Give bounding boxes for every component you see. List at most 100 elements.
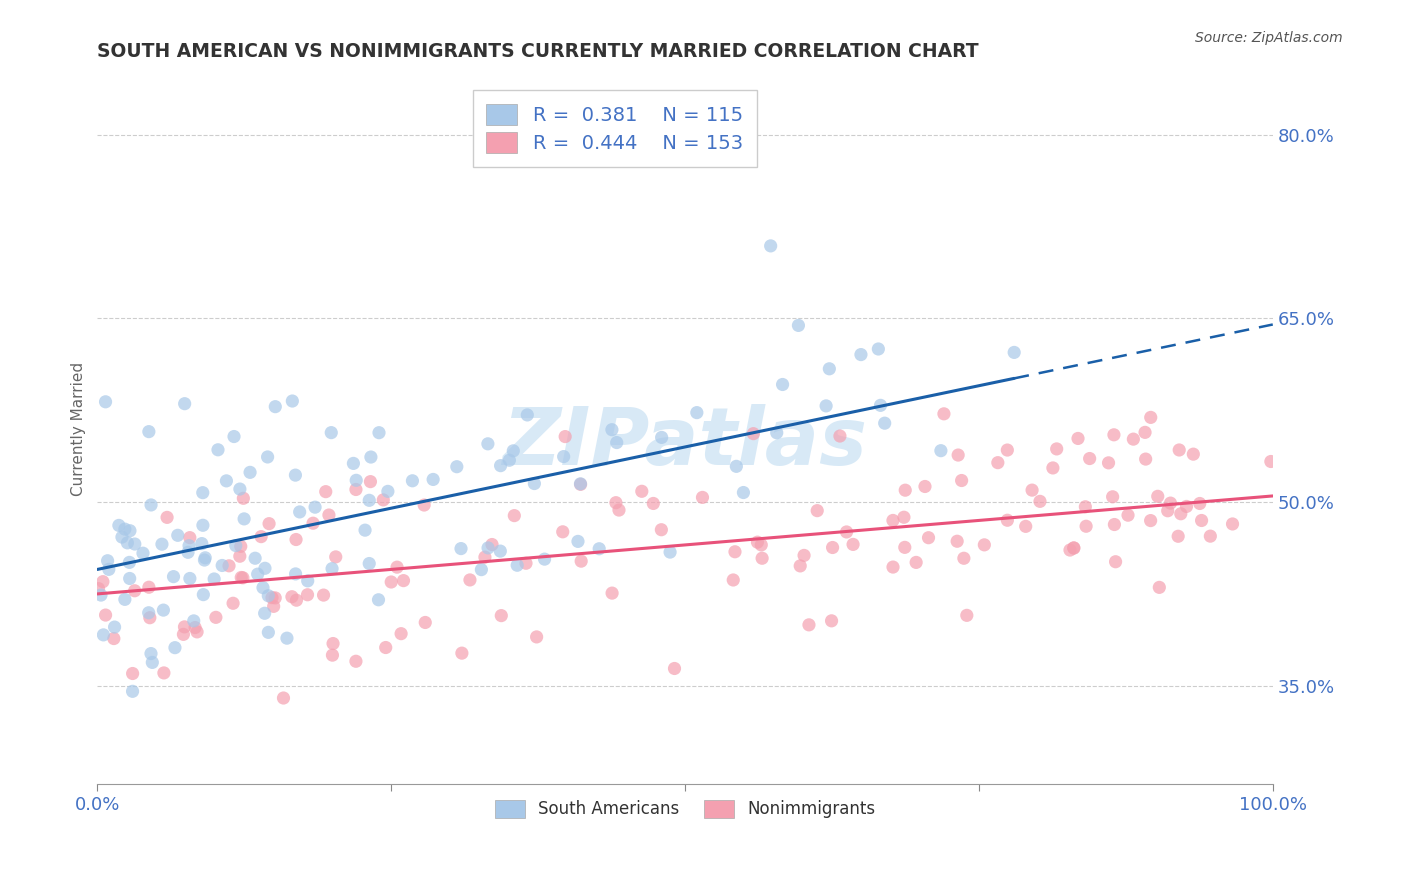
Point: [605, 496, 627, 510]
Point: [1059, 543, 1081, 558]
Point: [288, 505, 311, 519]
Point: [166, 528, 188, 542]
Point: [373, 492, 395, 507]
Point: [90, 588, 112, 602]
Point: [250, 530, 273, 544]
Point: [184, 621, 207, 635]
Point: [322, 636, 344, 650]
Point: [1078, 451, 1101, 466]
Point: [264, 400, 287, 414]
Point: [380, 574, 402, 589]
Point: [139, 647, 162, 661]
Point: [1157, 504, 1180, 518]
Point: [818, 361, 841, 376]
Point: [359, 493, 381, 508]
Point: [297, 574, 319, 588]
Point: [94, 608, 117, 623]
Point: [953, 551, 976, 566]
Point: [1139, 410, 1161, 425]
Point: [1182, 447, 1205, 461]
Point: [659, 545, 682, 559]
Point: [1191, 514, 1213, 528]
Point: [1074, 519, 1097, 533]
Point: [742, 426, 765, 441]
Point: [103, 620, 125, 634]
Point: [797, 617, 820, 632]
Point: [389, 626, 412, 640]
Point: [868, 342, 890, 356]
Point: [956, 608, 979, 623]
Point: [118, 524, 141, 538]
Point: [502, 443, 524, 458]
Point: [229, 540, 252, 554]
Point: [87, 582, 110, 596]
Point: [253, 561, 276, 575]
Point: [173, 397, 195, 411]
Point: [124, 537, 146, 551]
Point: [1063, 541, 1085, 555]
Point: [194, 550, 217, 565]
Point: [264, 591, 287, 605]
Point: [526, 630, 548, 644]
Point: [215, 474, 238, 488]
Point: [260, 591, 283, 605]
Point: [211, 558, 233, 573]
Point: [686, 406, 709, 420]
Point: [905, 556, 928, 570]
Point: [932, 407, 955, 421]
Point: [869, 398, 891, 412]
Point: [664, 661, 686, 675]
Point: [344, 483, 367, 497]
Point: [163, 640, 186, 655]
Point: [377, 484, 399, 499]
Point: [368, 425, 391, 440]
Legend: South Americans, Nonimmigrants: South Americans, Nonimmigrants: [488, 793, 882, 825]
Point: [828, 429, 851, 443]
Point: [451, 646, 474, 660]
Point: [1135, 452, 1157, 467]
Point: [344, 473, 367, 487]
Point: [474, 550, 496, 565]
Point: [506, 558, 529, 573]
Point: [232, 571, 254, 585]
Point: [1015, 519, 1038, 533]
Point: [205, 610, 228, 624]
Point: [751, 551, 773, 566]
Point: [139, 611, 162, 625]
Point: [692, 491, 714, 505]
Point: [321, 648, 343, 662]
Point: [1102, 427, 1125, 442]
Point: [765, 425, 787, 440]
Point: [256, 450, 278, 464]
Point: [141, 656, 163, 670]
Point: [650, 523, 672, 537]
Point: [1074, 500, 1097, 514]
Point: [946, 534, 969, 549]
Point: [321, 561, 343, 575]
Point: [1139, 514, 1161, 528]
Point: [243, 551, 266, 566]
Point: [894, 483, 917, 498]
Point: [553, 450, 575, 464]
Text: ZIPatlas: ZIPatlas: [502, 404, 868, 482]
Point: [202, 572, 225, 586]
Point: [873, 416, 896, 430]
Point: [515, 556, 537, 570]
Point: [1170, 507, 1192, 521]
Point: [643, 496, 665, 510]
Point: [273, 691, 295, 706]
Point: [401, 474, 423, 488]
Point: [94, 394, 117, 409]
Point: [894, 541, 917, 555]
Point: [950, 474, 973, 488]
Point: [108, 518, 131, 533]
Point: [733, 485, 755, 500]
Point: [257, 589, 280, 603]
Point: [374, 640, 396, 655]
Point: [489, 458, 512, 473]
Point: [1029, 494, 1052, 508]
Point: [344, 654, 367, 668]
Point: [103, 632, 125, 646]
Point: [477, 437, 499, 451]
Point: [302, 516, 325, 531]
